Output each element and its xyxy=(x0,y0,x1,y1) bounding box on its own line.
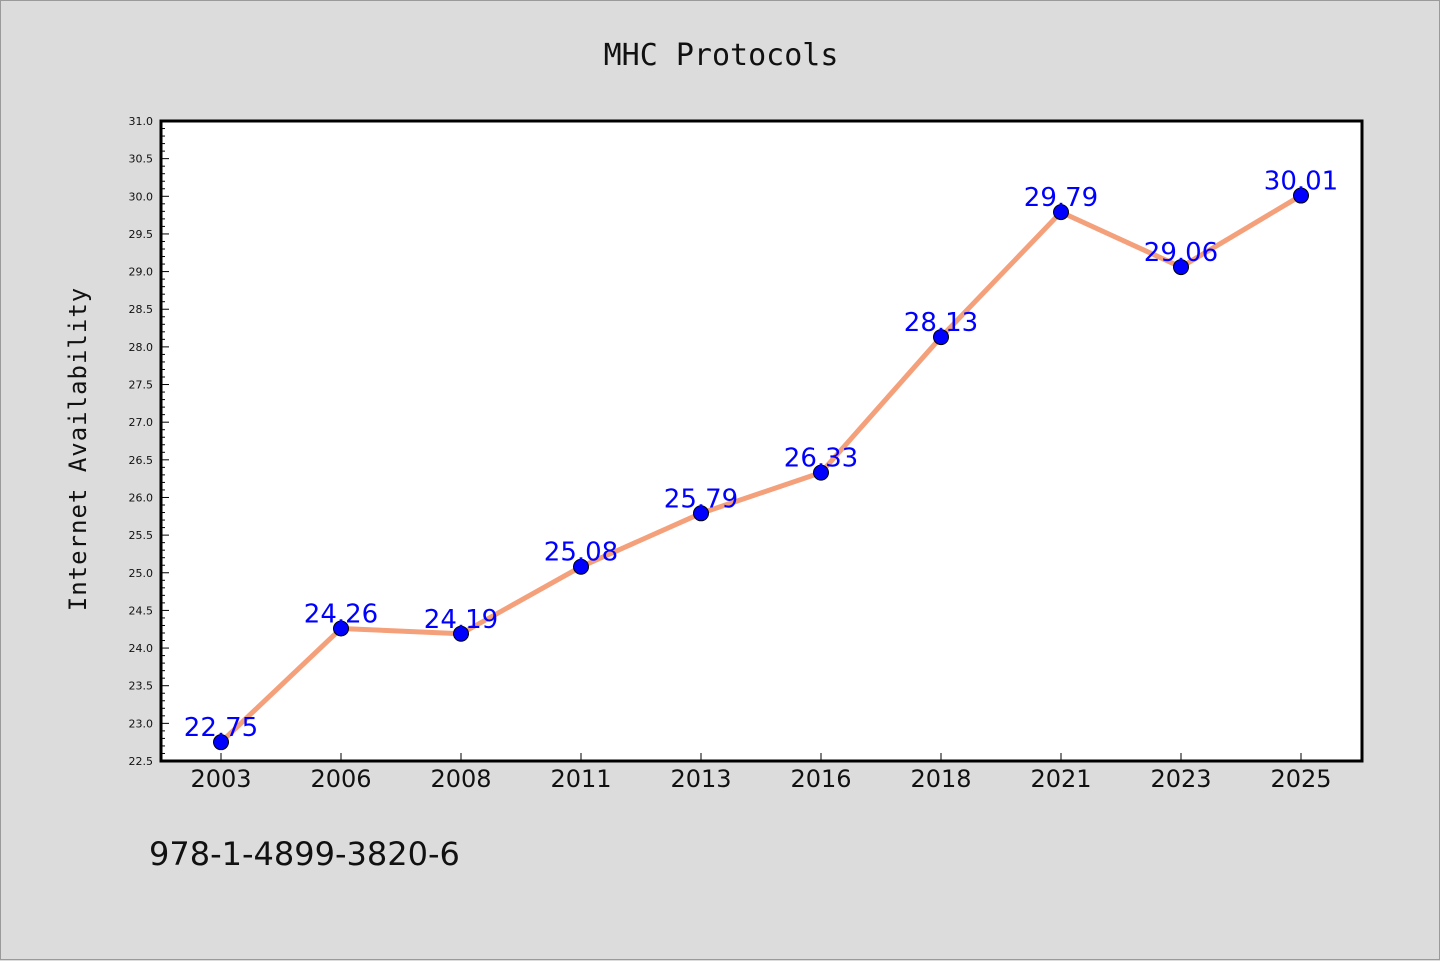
data-point xyxy=(333,620,349,637)
y-tick-label: 31.0 xyxy=(129,115,154,128)
data-label: 28.13 xyxy=(904,308,978,338)
x-tick-label: 2025 xyxy=(1270,765,1331,793)
data-label: 24.19 xyxy=(424,605,498,635)
data-point xyxy=(1053,204,1069,221)
plot-border xyxy=(159,119,1364,763)
y-tick-label: 26.0 xyxy=(129,491,154,504)
y-tick-label: 30.0 xyxy=(129,190,154,203)
x-tick-label: 2018 xyxy=(910,765,971,793)
data-label: 29.79 xyxy=(1024,183,1098,213)
series-line-group xyxy=(218,193,1304,745)
y-tick-label: 27.0 xyxy=(129,416,154,429)
x-tick-label: 2023 xyxy=(1150,765,1211,793)
y-tick-label: 25.0 xyxy=(129,567,154,580)
x-tick-label: 2016 xyxy=(790,765,851,793)
y-axis-label: Internet Availability xyxy=(64,287,92,611)
data-point xyxy=(213,734,229,751)
data-label: 30.01 xyxy=(1264,167,1338,197)
data-label: 26.33 xyxy=(784,444,858,474)
y-tick-label: 24.0 xyxy=(129,642,154,655)
y-tick-label: 28.0 xyxy=(129,341,154,354)
y-tick-label: 22.5 xyxy=(129,755,154,768)
data-point xyxy=(573,558,589,575)
data-label: 29.06 xyxy=(1144,238,1218,268)
y-tick-label: 28.5 xyxy=(129,303,154,316)
y-tick-label: 24.5 xyxy=(129,604,154,617)
data-point xyxy=(933,329,949,346)
x-tick-label: 2003 xyxy=(190,765,251,793)
data-point xyxy=(453,625,469,642)
x-tick-label: 2021 xyxy=(1030,765,1091,793)
data-label: 25.79 xyxy=(664,484,738,514)
data-label: 25.08 xyxy=(544,538,618,568)
y-tick-label: 27.5 xyxy=(129,379,154,392)
x-tick-label: 2006 xyxy=(310,765,371,793)
plot-area xyxy=(161,121,1362,761)
y-tick-label: 25.5 xyxy=(129,529,154,542)
data-point xyxy=(693,505,709,522)
y-tick-label: 29.0 xyxy=(129,266,154,279)
y-tick-label: 23.5 xyxy=(129,680,154,693)
data-label: 22.75 xyxy=(184,713,258,743)
data-label: 24.26 xyxy=(304,599,378,629)
y-tick-label: 26.5 xyxy=(129,454,154,467)
data-point xyxy=(1293,187,1309,204)
series-line xyxy=(218,193,1304,745)
data-point xyxy=(1173,259,1189,276)
y-tick-label: 23.0 xyxy=(129,717,154,730)
data-labels-group: 22.75 24.26 24.19 25.08 25.79 26.33 28.13 29.79… xyxy=(184,167,1338,744)
y-tick-label: 29.5 xyxy=(129,228,154,241)
x-tick-label: 2011 xyxy=(550,765,611,793)
footer-isbn: 978-1-4899-3820-6 xyxy=(149,835,460,873)
chart-title: MHC Protocols xyxy=(604,38,839,73)
x-axis: 2003 2006 2008 2011 2013 2016 2018 2021 2023 2025 xyxy=(190,753,1332,793)
y-tick-label: 30.5 xyxy=(129,153,154,166)
x-tick-label: 2013 xyxy=(670,765,731,793)
markers-group xyxy=(213,187,1309,751)
data-point xyxy=(813,464,829,481)
x-tick-label: 2008 xyxy=(430,765,491,793)
